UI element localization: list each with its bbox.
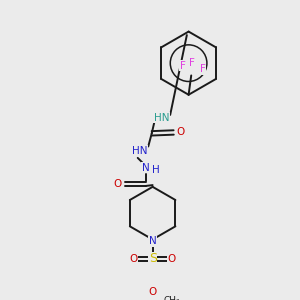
Text: F: F bbox=[189, 58, 195, 68]
Text: F: F bbox=[179, 61, 185, 71]
Text: N: N bbox=[149, 236, 157, 246]
Text: O: O bbox=[148, 287, 157, 297]
Text: N: N bbox=[142, 163, 149, 172]
Text: HN: HN bbox=[132, 146, 147, 156]
Text: HN: HN bbox=[154, 112, 169, 122]
Text: O: O bbox=[177, 128, 185, 137]
Text: S: S bbox=[148, 252, 157, 265]
Text: O: O bbox=[113, 179, 122, 189]
Text: F: F bbox=[200, 64, 206, 74]
Text: CH₃: CH₃ bbox=[164, 296, 180, 300]
Text: O: O bbox=[129, 254, 137, 264]
Text: O: O bbox=[168, 254, 176, 264]
Text: H: H bbox=[152, 165, 160, 175]
